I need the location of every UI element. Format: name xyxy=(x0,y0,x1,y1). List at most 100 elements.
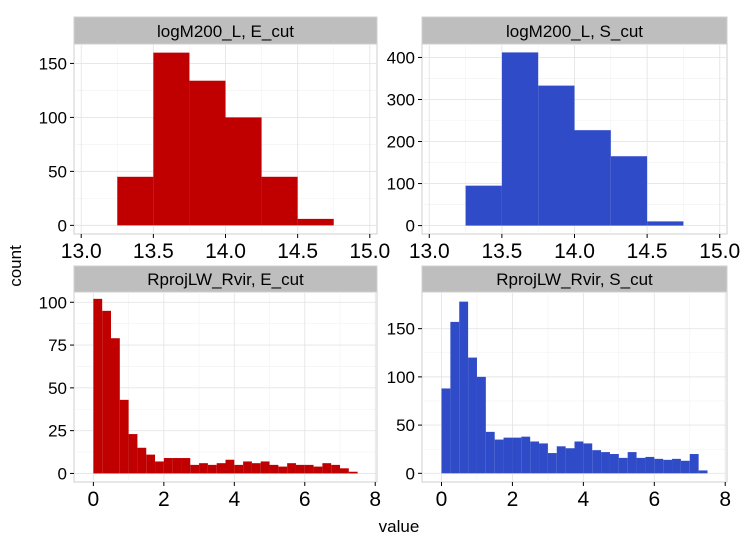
histogram-bar xyxy=(322,463,332,474)
histogram-bar xyxy=(645,456,655,474)
x-tick-label: 13.5 xyxy=(133,240,174,263)
histogram-bar xyxy=(216,463,226,474)
histogram-bar xyxy=(261,176,298,226)
histogram-bar xyxy=(190,464,200,474)
histogram-bar xyxy=(304,464,314,474)
histogram-bar xyxy=(485,431,495,474)
y-tick-label: 50 xyxy=(48,162,67,181)
y-tick-label: 50 xyxy=(48,379,67,398)
y-tick-label: 0 xyxy=(406,217,415,236)
histogram-bar xyxy=(172,458,182,474)
y-tick-label: 300 xyxy=(387,90,415,109)
x-tick-label: 14.5 xyxy=(277,240,318,263)
histogram-bar xyxy=(503,437,513,474)
histogram-bar xyxy=(128,434,138,474)
facet-strip-label: logM200_L, S_cut xyxy=(506,22,643,41)
histogram-bar xyxy=(476,376,486,474)
histogram-bar xyxy=(331,464,341,474)
histogram-bar xyxy=(340,468,349,474)
x-tick-label: 0 xyxy=(88,488,100,511)
histogram-bar xyxy=(654,458,664,474)
panel-3: RprojLW_Rvir, E_cut 0 2 4 6 8 0 25 50 75 100 xyxy=(39,265,381,511)
y-tick-label: 25 xyxy=(48,422,67,441)
histogram-bar xyxy=(672,458,681,474)
histogram-bar xyxy=(153,52,190,226)
histogram-bar xyxy=(295,464,305,474)
x-tick-label: 15.0 xyxy=(349,240,390,263)
histogram-bar xyxy=(119,399,129,474)
panel-1: logM200_L, E_cut 13.0 13.5 14.0 14.5 15.0 0 50 1… xyxy=(39,16,390,263)
y-tick-label: 150 xyxy=(39,54,67,73)
y-tick-label: 200 xyxy=(387,133,415,152)
x-axis-title: value xyxy=(379,517,420,536)
histogram-bar xyxy=(512,437,522,474)
y-tick-label: 100 xyxy=(387,368,415,387)
histogram-bar xyxy=(313,466,323,474)
y-tick-label: 100 xyxy=(39,293,67,312)
x-tick-label: 2 xyxy=(158,488,170,511)
histogram-bar xyxy=(609,454,619,474)
histogram-bar xyxy=(547,453,557,474)
histogram-bar xyxy=(348,471,358,474)
facet-strip xyxy=(73,16,378,45)
y-tick-label: 75 xyxy=(48,336,67,355)
x-tick-label: 14.5 xyxy=(627,240,668,263)
histogram-bar xyxy=(110,338,120,474)
x-tick-label: 4 xyxy=(578,488,590,511)
x-tick-label: 4 xyxy=(228,488,240,511)
histogram-bar xyxy=(501,52,539,226)
y-tick-label: 100 xyxy=(387,175,415,194)
histogram-bar xyxy=(163,458,173,474)
histogram-bar xyxy=(441,388,451,474)
histogram-bar xyxy=(530,441,540,474)
histogram-bar xyxy=(465,185,502,226)
x-tick-label: 15.0 xyxy=(699,240,740,263)
histogram-bar xyxy=(117,176,154,226)
histogram-bar xyxy=(627,452,637,474)
x-tick-label: 8 xyxy=(369,488,381,511)
x-tick-label: 8 xyxy=(719,488,731,511)
histogram-bar xyxy=(207,464,217,474)
histogram-bar xyxy=(680,460,690,474)
histogram-bar xyxy=(459,301,469,474)
histogram-bar xyxy=(618,457,628,474)
x-tick-label: 14.0 xyxy=(554,240,595,263)
y-tick-label: 100 xyxy=(39,108,67,127)
histogram-bar xyxy=(137,447,147,474)
facet-strip xyxy=(421,265,728,293)
histogram-bar xyxy=(663,459,673,474)
histogram-bar xyxy=(574,130,611,226)
histogram-bar xyxy=(260,461,270,474)
facet-strip-label: RprojLW_Rvir, S_cut xyxy=(496,270,653,289)
x-tick-label: 13.0 xyxy=(409,240,450,263)
histogram-bar xyxy=(468,357,477,474)
x-tick-label: 6 xyxy=(648,488,660,511)
histogram-bar xyxy=(610,156,648,226)
histogram-bar xyxy=(199,463,208,474)
histogram-bar xyxy=(556,446,566,474)
panel-4: RprojLW_Rvir, S_cut 0 2 4 6 8 0 50 100 150 xyxy=(387,265,731,511)
histogram-bar xyxy=(287,463,296,474)
histogram-bar xyxy=(297,218,334,226)
histogram-bar xyxy=(636,457,646,474)
histogram-bar xyxy=(278,466,288,474)
histogram-bar xyxy=(269,464,279,474)
x-tick-label: 6 xyxy=(299,488,311,511)
y-tick-label: 50 xyxy=(396,416,415,435)
histogram-bar xyxy=(93,298,103,474)
histogram-bar xyxy=(574,441,584,474)
histogram-bar xyxy=(146,454,156,474)
histogram-bar xyxy=(155,461,164,474)
y-tick-label: 400 xyxy=(387,48,415,67)
panel-2: logM200_L, S_cut 13.0 13.5 14.0 14.5 15.0 0 100… xyxy=(387,16,740,263)
histogram-bar xyxy=(251,463,261,474)
facet-strip-label: logM200_L, E_cut xyxy=(157,22,294,41)
histogram-bar xyxy=(647,221,684,226)
histogram-bar xyxy=(592,450,602,474)
histogram-bar xyxy=(538,85,575,226)
x-tick-label: 2 xyxy=(507,488,519,511)
histogram-bar xyxy=(181,458,191,474)
histogram-bar xyxy=(225,459,235,474)
y-tick-label: 0 xyxy=(406,464,415,483)
